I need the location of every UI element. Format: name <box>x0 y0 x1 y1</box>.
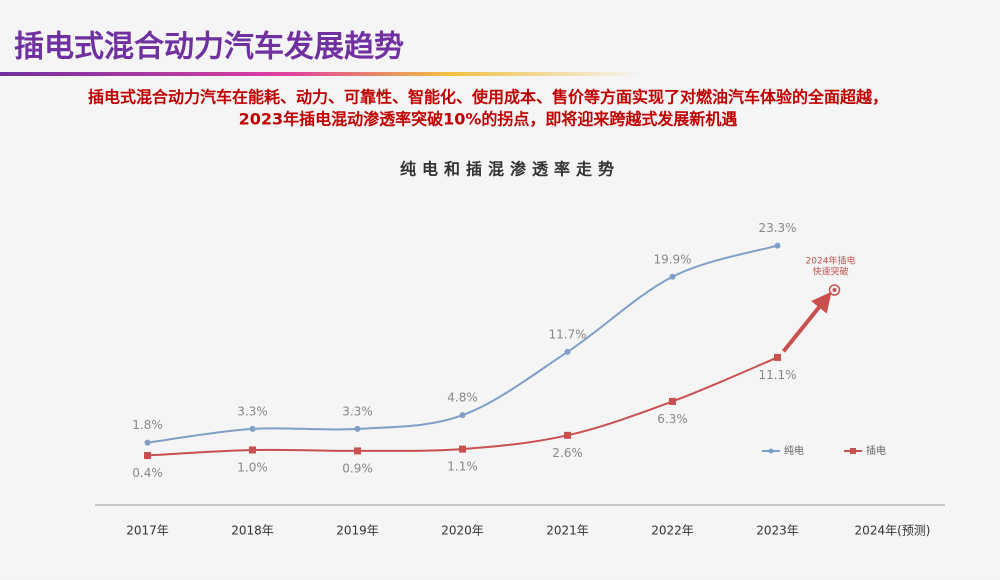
value-label: 19.9% <box>653 252 691 266</box>
x-tick-label: 2024年(预测) <box>855 524 931 538</box>
value-label: 3.3% <box>342 404 373 418</box>
value-label: 11.7% <box>548 327 586 341</box>
point <box>144 439 151 446</box>
point <box>249 425 256 432</box>
point <box>354 447 361 455</box>
point <box>459 412 466 419</box>
chart-title: 纯电和插混渗透率走势 <box>400 160 620 179</box>
value-label: 2.6% <box>552 446 583 460</box>
annotation-arrow <box>781 291 832 353</box>
value-label: 1.0% <box>237 461 268 475</box>
annotation: 2024年插电 <box>806 255 856 267</box>
point <box>354 425 361 432</box>
point <box>669 273 676 280</box>
x-tick-label: 2022年 <box>651 524 694 538</box>
point <box>774 353 781 361</box>
x-tick-label: 2019年 <box>336 524 379 538</box>
value-label: 1.8% <box>132 418 163 432</box>
legend-label: 纯电 <box>784 444 804 457</box>
legend-marker <box>768 448 774 454</box>
x-tick-label: 2023年 <box>756 524 799 538</box>
point <box>564 431 571 439</box>
legend-marker <box>850 448 856 454</box>
point <box>249 446 256 454</box>
value-label: 6.3% <box>657 412 688 426</box>
point <box>564 348 571 355</box>
legend-label: 插电 <box>866 444 886 457</box>
value-label: 11.1% <box>758 368 796 382</box>
slide-title: 插电式混合动力汽车发展趋势 <box>14 30 404 65</box>
subtitle-line: 2023年插电混动渗透率突破10%的拐点，即将迎来跨越式发展新机遇 <box>239 110 738 129</box>
annotation-target <box>828 284 841 296</box>
x-tick-label: 2021年 <box>546 524 589 538</box>
x-tick-label: 2020年 <box>441 524 484 538</box>
point <box>774 242 781 249</box>
point <box>144 452 151 459</box>
value-label: 0.4% <box>132 466 163 480</box>
subtitle-line: 插电式混合动力汽车在能耗、动力、可靠性、智能化、使用成本、售价等方面实现了对燃油… <box>88 88 888 107</box>
x-tick-label: 2017年 <box>126 524 169 538</box>
point <box>459 445 466 453</box>
title-underline <box>0 72 640 76</box>
value-label: 3.3% <box>237 404 268 418</box>
value-label: 4.8% <box>447 391 478 405</box>
point <box>669 397 676 405</box>
value-label: 23.3% <box>758 221 796 235</box>
annotation-target-dot <box>832 288 837 292</box>
value-label: 0.9% <box>342 461 373 475</box>
value-label: 1.1% <box>447 460 478 474</box>
annotation: 快速突破 <box>812 266 848 278</box>
x-tick-label: 2018年 <box>231 524 274 538</box>
